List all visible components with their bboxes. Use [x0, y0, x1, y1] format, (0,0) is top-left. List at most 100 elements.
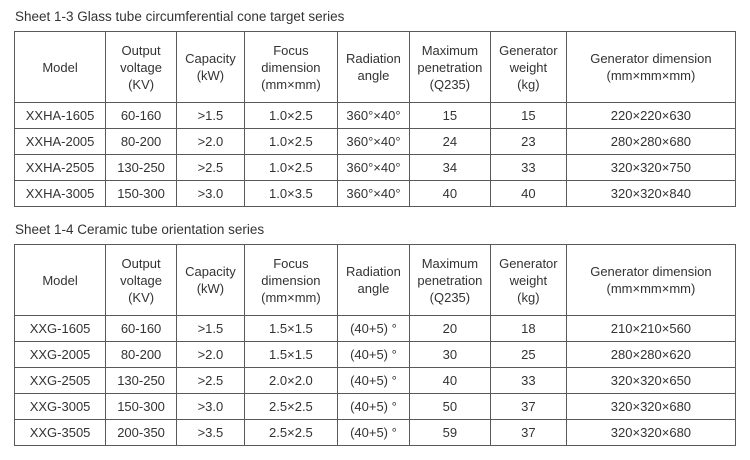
- cell-model: XXHA-2005: [13, 128, 107, 155]
- column-header-output-voltage: Output voltage (KV): [105, 31, 177, 103]
- sheet-1-4-section: Sheet 1-4 Ceramic tube orientation serie…: [13, 221, 737, 446]
- cell-focus-dimension: 2.5×2.5: [243, 419, 339, 446]
- table-row: XXG-3005 150-300 >3.0 2.5×2.5 (40+5) ° 5…: [13, 393, 737, 420]
- cell-capacity: >1.5: [176, 315, 245, 342]
- column-header-generator-dimension: Generator dimension (mm×mm×mm): [565, 31, 737, 103]
- cell-radiation-angle: 360°×40°: [337, 154, 410, 181]
- cell-output-voltage: 80-200: [105, 128, 177, 155]
- cell-radiation-angle: (40+5) °: [337, 367, 410, 394]
- cell-capacity: >2.0: [176, 128, 245, 155]
- cell-focus-dimension: 1.5×1.5: [243, 315, 339, 342]
- column-header-generator-dimension: Generator dimension (mm×mm×mm): [565, 244, 737, 316]
- cell-output-voltage: 130-250: [105, 367, 177, 394]
- cell-model: XXG-1605: [13, 315, 107, 342]
- cell-maximum-penetration: 24: [408, 128, 491, 155]
- table-row: XXHA-2005 80-200 >2.0 1.0×2.5 360°×40° 2…: [13, 128, 737, 155]
- cell-model: XXG-2005: [13, 341, 107, 368]
- cell-generator-weight: 23: [489, 128, 567, 155]
- table-row: XXHA-1605 60-160 >1.5 1.0×2.5 360°×40° 1…: [13, 102, 737, 129]
- cell-model: XXG-2505: [13, 367, 107, 394]
- column-header-model: Model: [13, 244, 107, 316]
- cell-radiation-angle: (40+5) °: [337, 419, 410, 446]
- column-header-capacity: Capacity (kW): [176, 244, 245, 316]
- header-row: Model Output voltage (KV) Capacity (kW) …: [13, 31, 737, 103]
- cell-maximum-penetration: 15: [408, 102, 491, 129]
- cell-capacity: >3.0: [176, 180, 245, 207]
- cell-model: XXG-3005: [13, 393, 107, 420]
- cell-generator-dimension: 320×320×840: [565, 180, 737, 207]
- section-divider-gap: [14, 207, 737, 219]
- cell-model: XXHA-2505: [13, 154, 107, 181]
- cell-capacity: >3.5: [176, 419, 245, 446]
- cell-model: XXHA-3005: [13, 180, 107, 207]
- cell-generator-dimension: 280×280×620: [565, 341, 737, 368]
- cell-focus-dimension: 1.0×2.5: [243, 128, 339, 155]
- cell-focus-dimension: 1.0×3.5: [243, 180, 339, 207]
- cell-generator-dimension: 280×280×680: [565, 128, 737, 155]
- cell-output-voltage: 150-300: [105, 393, 177, 420]
- cell-capacity: >2.5: [176, 367, 245, 394]
- cell-capacity: >1.5: [176, 102, 245, 129]
- column-header-capacity: Capacity (kW): [176, 31, 245, 103]
- cell-focus-dimension: 1.0×2.5: [243, 102, 339, 129]
- cell-generator-dimension: 320×320×750: [565, 154, 737, 181]
- cell-maximum-penetration: 59: [408, 419, 491, 446]
- cell-maximum-penetration: 20: [408, 315, 491, 342]
- cell-generator-weight: 18: [489, 315, 567, 342]
- cell-output-voltage: 200-350: [105, 419, 177, 446]
- cell-generator-dimension: 210×210×560: [565, 315, 737, 342]
- cell-capacity: >3.0: [176, 393, 245, 420]
- cell-maximum-penetration: 34: [408, 154, 491, 181]
- column-header-generator-weight: Generator weight (kg): [489, 31, 567, 103]
- cell-generator-weight: 25: [489, 341, 567, 368]
- cell-generator-weight: 40: [489, 180, 567, 207]
- column-header-model: Model: [13, 31, 107, 103]
- column-header-focus-dimension: Focus dimension (mm×mm): [243, 31, 339, 103]
- column-header-generator-weight: Generator weight (kg): [489, 244, 567, 316]
- table-row: XXG-3505 200-350 >3.5 2.5×2.5 (40+5) ° 5…: [13, 419, 737, 446]
- cell-output-voltage: 60-160: [105, 315, 177, 342]
- sheet-1-3-section: Sheet 1-3 Glass tube circumferential con…: [13, 8, 737, 207]
- cell-output-voltage: 80-200: [105, 341, 177, 368]
- cell-focus-dimension: 1.0×2.5: [243, 154, 339, 181]
- table-row: XXG-2005 80-200 >2.0 1.5×1.5 (40+5) ° 30…: [13, 341, 737, 368]
- sheet-1-4-table: Model Output voltage (KV) Capacity (kW) …: [13, 244, 737, 446]
- column-header-radiation-angle: Radiation angle: [337, 31, 410, 103]
- column-header-focus-dimension: Focus dimension (mm×mm): [243, 244, 339, 316]
- sheet-1-3-title: Sheet 1-3 Glass tube circumferential con…: [15, 9, 345, 24]
- cell-radiation-angle: (40+5) °: [337, 315, 410, 342]
- table-row: XXG-2505 130-250 >2.5 2.0×2.0 (40+5) ° 4…: [13, 367, 737, 394]
- cell-capacity: >2.0: [176, 341, 245, 368]
- cell-radiation-angle: 360°×40°: [337, 102, 410, 129]
- cell-output-voltage: 150-300: [105, 180, 177, 207]
- cell-generator-weight: 33: [489, 154, 567, 181]
- cell-generator-weight: 33: [489, 367, 567, 394]
- cell-output-voltage: 60-160: [105, 102, 177, 129]
- cell-capacity: >2.5: [176, 154, 245, 181]
- sheet-1-4-title: Sheet 1-4 Ceramic tube orientation serie…: [15, 222, 265, 237]
- table-row: XXHA-2505 130-250 >2.5 1.0×2.5 360°×40° …: [13, 154, 737, 181]
- cell-generator-weight: 37: [489, 393, 567, 420]
- column-header-maximum-penetration: Maximum penetration (Q235): [408, 244, 491, 316]
- cell-focus-dimension: 2.0×2.0: [243, 367, 339, 394]
- cell-radiation-angle: 360°×40°: [337, 128, 410, 155]
- column-header-maximum-penetration: Maximum penetration (Q235): [408, 31, 491, 103]
- cell-maximum-penetration: 40: [408, 367, 491, 394]
- cell-model: XXG-3505: [13, 419, 107, 446]
- cell-generator-weight: 37: [489, 419, 567, 446]
- cell-radiation-angle: (40+5) °: [337, 393, 410, 420]
- cell-output-voltage: 130-250: [105, 154, 177, 181]
- sheet-1-3-table: Model Output voltage (KV) Capacity (kW) …: [13, 31, 737, 207]
- table-row: XXG-1605 60-160 >1.5 1.5×1.5 (40+5) ° 20…: [13, 315, 737, 342]
- header-row: Model Output voltage (KV) Capacity (kW) …: [13, 244, 737, 316]
- cell-generator-dimension: 320×320×650: [565, 367, 737, 394]
- cell-model: XXHA-1605: [13, 102, 107, 129]
- cell-radiation-angle: 360°×40°: [337, 180, 410, 207]
- cell-focus-dimension: 2.5×2.5: [243, 393, 339, 420]
- cell-radiation-angle: (40+5) °: [337, 341, 410, 368]
- column-header-radiation-angle: Radiation angle: [337, 244, 410, 316]
- cell-generator-weight: 15: [489, 102, 567, 129]
- table-row: XXHA-3005 150-300 >3.0 1.0×3.5 360°×40° …: [13, 180, 737, 207]
- cell-focus-dimension: 1.5×1.5: [243, 341, 339, 368]
